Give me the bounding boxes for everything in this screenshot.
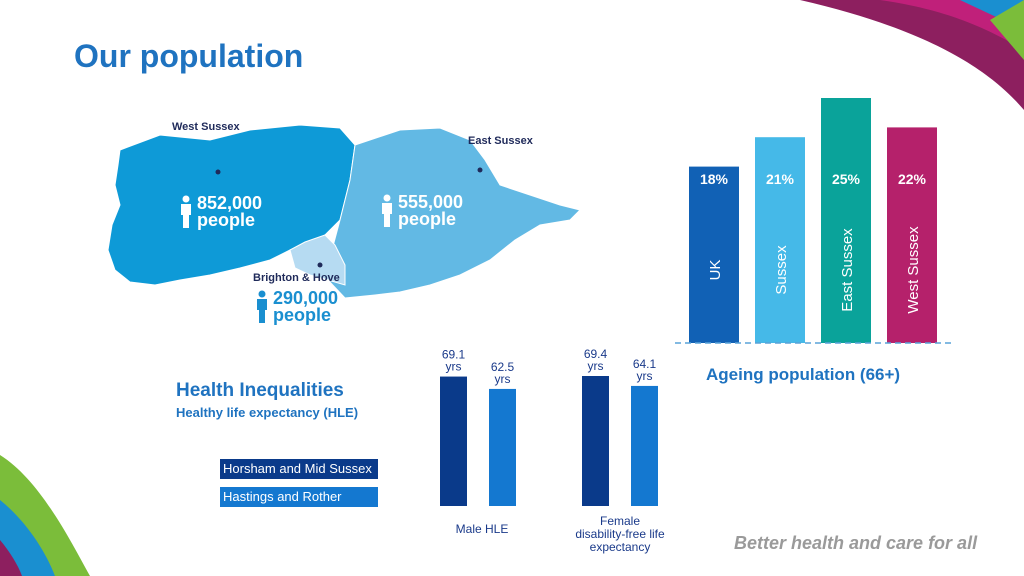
person-icon <box>257 290 267 323</box>
person-icon <box>181 195 191 228</box>
hle-category-female: expectancy <box>590 540 651 554</box>
map-region-west-sussex <box>107 124 356 286</box>
tagline: Better health and care for all <box>734 533 978 553</box>
hle-bar <box>489 388 516 506</box>
west-sussex-population-unit: people <box>197 210 256 230</box>
hle-bar <box>582 376 609 506</box>
hle-value-label: 69.4 <box>584 347 608 361</box>
hle-unit-label: yrs <box>588 359 604 373</box>
ageing-category-label: East Sussex <box>839 228 856 312</box>
hle-value-label: 62.5 <box>491 360 515 374</box>
ageing-category-label: UK <box>707 260 724 281</box>
ageing-value-label: 21% <box>766 171 795 187</box>
ageing-bar <box>689 166 739 343</box>
east-sussex-population: 555,000 <box>398 192 464 212</box>
hle-bar <box>631 385 658 506</box>
hle-category-female: Female <box>600 514 640 528</box>
hle-bar <box>440 376 467 506</box>
map-label-brighton-hove: Brighton & Hove <box>253 272 340 284</box>
hle-value-label: 64.1 <box>633 357 657 371</box>
hle-category-female: disability-free life <box>575 527 665 541</box>
map-marker-west-sussex <box>215 169 221 175</box>
hle-value-label: 69.1 <box>442 348 466 362</box>
map-marker-east-sussex <box>477 167 483 173</box>
map-label-west-sussex: West Sussex <box>172 121 240 133</box>
ageing-bar <box>887 127 937 344</box>
health-inequalities-subtitle: Healthy life expectancy (HLE) <box>176 405 359 420</box>
health-inequalities-title: Health Inequalities <box>176 380 344 401</box>
map-label-east-sussex: East Sussex <box>468 135 533 147</box>
person-icon <box>382 194 392 227</box>
ageing-population-chart: 18% UK 21% Sussex 25% East Sussex 22% West Suss… <box>675 98 955 344</box>
hle-unit-label: yrs <box>495 372 511 386</box>
sussex-map <box>107 124 581 299</box>
ageing-chart-title: Ageing population (66+) <box>706 365 901 384</box>
swoosh-bottom-left-purple <box>0 540 22 576</box>
swoosh-bottom-left-blue <box>0 500 55 576</box>
brighton-population-unit: people <box>273 305 332 325</box>
ageing-category-label: Sussex <box>773 245 790 295</box>
legend-horsham-mid-sussex: Horsham and Mid Sussex <box>220 459 378 479</box>
hle-unit-label: yrs <box>637 369 653 383</box>
ageing-category-label: West Sussex <box>905 226 922 314</box>
ageing-value-label: 25% <box>832 171 861 187</box>
ageing-bar <box>821 98 871 343</box>
brighton-population: 290,000 <box>273 288 339 308</box>
ageing-value-label: 22% <box>898 171 927 187</box>
page-title: Our population <box>74 38 304 74</box>
swoosh-top-right-green <box>990 0 1024 60</box>
west-sussex-population: 852,000 <box>197 193 263 213</box>
ageing-value-label: 18% <box>700 171 729 187</box>
hle-category-male: Male HLE <box>456 522 509 536</box>
hle-unit-label: yrs <box>446 360 462 374</box>
east-sussex-population-unit: people <box>398 209 457 229</box>
map-marker-brighton <box>317 262 323 268</box>
ageing-bar <box>755 137 805 343</box>
map-region-brighton-hove <box>289 234 346 286</box>
swoosh-top-right-purple <box>800 0 1024 110</box>
legend-hastings-rother: Hastings and Rother <box>220 487 378 507</box>
